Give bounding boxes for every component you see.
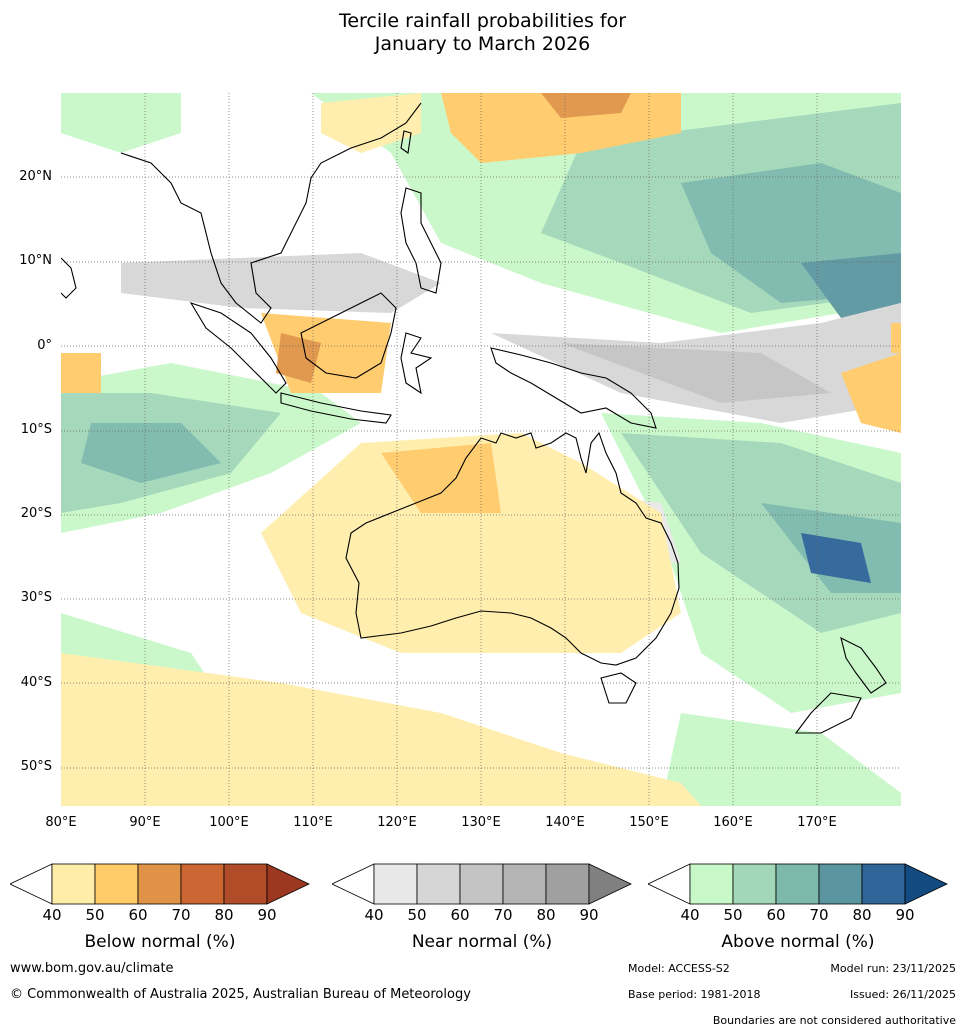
boundaries-disclaimer: Boundaries are not considered authoritat…	[712, 1014, 956, 1027]
lon-label-100e: 100°E	[209, 815, 249, 830]
lat-label-10s: 10°S	[20, 422, 52, 437]
above-tick-70: 70	[809, 906, 829, 924]
above-tick-50: 50	[723, 906, 743, 924]
lat-label-20s: 20°S	[20, 506, 52, 521]
colorbar-below-swatch-2	[94, 863, 139, 905]
lon-label-80e: 80°E	[45, 815, 77, 830]
lon-label-90e: 90°E	[129, 815, 161, 830]
sulawesi-coastline	[400, 332, 433, 395]
map-title: Tercile rainfall probabilities for Janua…	[0, 10, 965, 56]
lon-label-150e: 150°E	[629, 815, 669, 830]
near-tick-40: 40	[364, 906, 384, 924]
model-name: Model: ACCESS-S2	[628, 962, 730, 975]
colorbar-below	[10, 863, 310, 905]
colorbar-below-swatch-3	[137, 863, 182, 905]
lon-label-110e: 110°E	[293, 815, 333, 830]
near-tick-50: 50	[407, 906, 427, 924]
copyright-text: © Commonwealth of Australia 2025, Austra…	[10, 987, 471, 1002]
colorbar-near-min-triangle	[332, 863, 375, 905]
title-line-1: Tercile rainfall probabilities for	[338, 10, 627, 32]
philippines-coastline	[400, 187, 442, 294]
map-canvas	[61, 93, 901, 806]
issued-date: Issued: 26/11/2025	[849, 988, 956, 1001]
tasmania-coastline	[600, 672, 637, 704]
colorbar-above-min-triangle	[648, 863, 691, 905]
near-tick-80: 80	[536, 906, 556, 924]
colorbar-below-swatch-5	[223, 863, 268, 905]
near-normal-label: Near normal (%)	[411, 932, 553, 952]
india-coastline	[61, 257, 77, 299]
below-normal-label: Below normal (%)	[84, 932, 236, 952]
gridlines	[61, 93, 901, 806]
lat-label-50s: 50°S	[20, 759, 52, 774]
below-tick-90: 90	[257, 906, 277, 924]
colorbar-below-min-triangle	[10, 863, 53, 905]
near-tick-90: 90	[579, 906, 599, 924]
colorbar-near-swatch-1	[373, 863, 418, 905]
colorbar-above-swatch-3	[775, 863, 820, 905]
colorbar-below-max-triangle	[266, 863, 310, 905]
colorbar-near-swatch-2	[416, 863, 461, 905]
lat-label-10n: 10°N	[19, 253, 52, 268]
colorbar-below-swatch-4	[180, 863, 225, 905]
near-tick-70: 70	[493, 906, 513, 924]
model-run-date: Model run: 23/11/2025	[830, 962, 956, 975]
below-tick-40: 40	[42, 906, 62, 924]
colorbar-near-max-triangle	[588, 863, 632, 905]
new-guinea-coastline	[490, 347, 657, 429]
taiwan-coastline	[400, 130, 412, 154]
rainfall-map	[61, 93, 901, 806]
lat-label-30s: 30°S	[20, 590, 52, 605]
lat-label-20n: 20°N	[19, 169, 52, 184]
website-link[interactable]: www.bom.gov.au/climate	[10, 961, 174, 976]
lat-label-40s: 40°S	[20, 675, 52, 690]
colorbar-below-swatch-1	[51, 863, 96, 905]
borneo-coastline	[300, 292, 397, 379]
lon-label-140e: 140°E	[545, 815, 585, 830]
colorbar-near-swatch-5	[545, 863, 590, 905]
colorbar-above	[648, 863, 948, 905]
title-line-2: January to March 2026	[374, 33, 591, 55]
sumatra-coastline	[189, 302, 287, 394]
coastlines	[61, 102, 887, 734]
colorbar-near-swatch-3	[459, 863, 504, 905]
australia-coastline	[345, 431, 680, 666]
new-zealand-coastline	[794, 636, 887, 734]
colorbar-near	[332, 863, 632, 905]
lon-label-160e: 160°E	[713, 815, 753, 830]
indochina-coastline	[120, 102, 422, 324]
colorbar-near-swatch-4	[502, 863, 547, 905]
lon-label-120e: 120°E	[377, 815, 417, 830]
near-tick-60: 60	[450, 906, 470, 924]
below-tick-70: 70	[171, 906, 191, 924]
colorbar-above-swatch-5	[861, 863, 906, 905]
below-tick-50: 50	[85, 906, 105, 924]
above-tick-60: 60	[766, 906, 786, 924]
above-tick-40: 40	[680, 906, 700, 924]
lat-label-0: 0°	[37, 338, 52, 353]
probability-field	[61, 93, 901, 806]
java-coastline	[280, 392, 392, 424]
colorbar-above-swatch-1	[689, 863, 734, 905]
colorbar-above-max-triangle	[904, 863, 948, 905]
above-normal-label: Above normal (%)	[721, 932, 875, 952]
colorbar-above-swatch-4	[818, 863, 863, 905]
below-tick-60: 60	[128, 906, 148, 924]
lon-label-130e: 130°E	[461, 815, 501, 830]
base-period: Base period: 1981-2018	[628, 988, 761, 1001]
above-tick-90: 90	[895, 906, 915, 924]
colorbar-above-swatch-2	[732, 863, 777, 905]
lon-label-170e: 170°E	[797, 815, 837, 830]
above-tick-80: 80	[852, 906, 872, 924]
below-tick-80: 80	[214, 906, 234, 924]
